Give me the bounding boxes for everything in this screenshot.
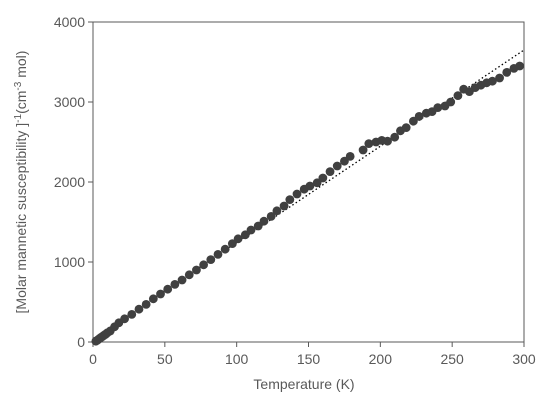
data-point (220, 244, 230, 254)
data-point (515, 61, 525, 71)
data-point (127, 310, 137, 319)
y-axis-title-exp2: -3 (13, 81, 24, 90)
data-point (213, 250, 223, 259)
x-tick-label: 50 (157, 351, 173, 367)
data-point (414, 112, 424, 121)
data-point (285, 195, 295, 205)
x-tick-label: 0 (89, 351, 97, 367)
data-point (259, 216, 269, 226)
x-tick-label: 250 (440, 351, 464, 367)
data-point (156, 289, 165, 299)
data-point (163, 284, 173, 294)
data-point (292, 189, 302, 199)
data-point (433, 103, 443, 112)
data-point (345, 152, 355, 161)
data-point (170, 280, 180, 289)
data-point (233, 234, 243, 244)
data-point (266, 212, 276, 221)
y-tick-label: 1000 (54, 254, 85, 270)
y-axis-ticks: 0 1000 2000 3000 4000 (54, 14, 93, 350)
data-point (332, 161, 342, 171)
y-tick-label: 0 (77, 334, 85, 350)
x-axis-title: Temperature (K) (253, 376, 354, 392)
data-point (192, 265, 201, 275)
y-tick-label: 3000 (54, 94, 85, 110)
y-axis-title-exp1: -1 (13, 113, 24, 122)
data-point (487, 76, 497, 86)
x-axis-ticks: 0 50 100 150 200 250 300 (89, 342, 536, 367)
data-point (325, 167, 335, 177)
data-point (141, 300, 151, 309)
data-point (401, 123, 411, 132)
x-tick-label: 150 (297, 351, 321, 367)
data-point (184, 270, 194, 280)
data-point (134, 304, 144, 314)
y-axis-title-suffix: mol) (13, 51, 29, 82)
y-axis-title-prefix: [Molar mannetic susceptibility ] (13, 123, 29, 314)
data-points-layer (91, 61, 525, 346)
data-point (318, 173, 328, 183)
data-point (453, 91, 463, 100)
data-point (177, 275, 187, 285)
data-point (446, 97, 456, 107)
data-point (272, 206, 282, 216)
y-tick-label: 2000 (54, 174, 85, 190)
y-axis-title-middle: (cm (13, 91, 29, 114)
data-point (199, 260, 209, 270)
data-point (383, 136, 392, 146)
x-tick-label: 300 (512, 351, 536, 367)
data-point (246, 225, 256, 235)
x-tick-label: 200 (369, 351, 393, 367)
data-point (279, 201, 289, 211)
data-point (305, 181, 315, 191)
data-point (120, 314, 130, 324)
data-point (495, 73, 504, 83)
data-point (390, 132, 400, 142)
x-tick-label: 100 (225, 351, 249, 367)
data-point (358, 145, 368, 155)
data-point (364, 139, 374, 149)
data-point (148, 294, 158, 304)
data-point (206, 255, 216, 264)
y-axis-title: [Molar mannetic susceptibility ]-1(cm-3 … (13, 51, 29, 314)
y-tick-label: 4000 (54, 14, 85, 30)
data-point (502, 68, 512, 77)
